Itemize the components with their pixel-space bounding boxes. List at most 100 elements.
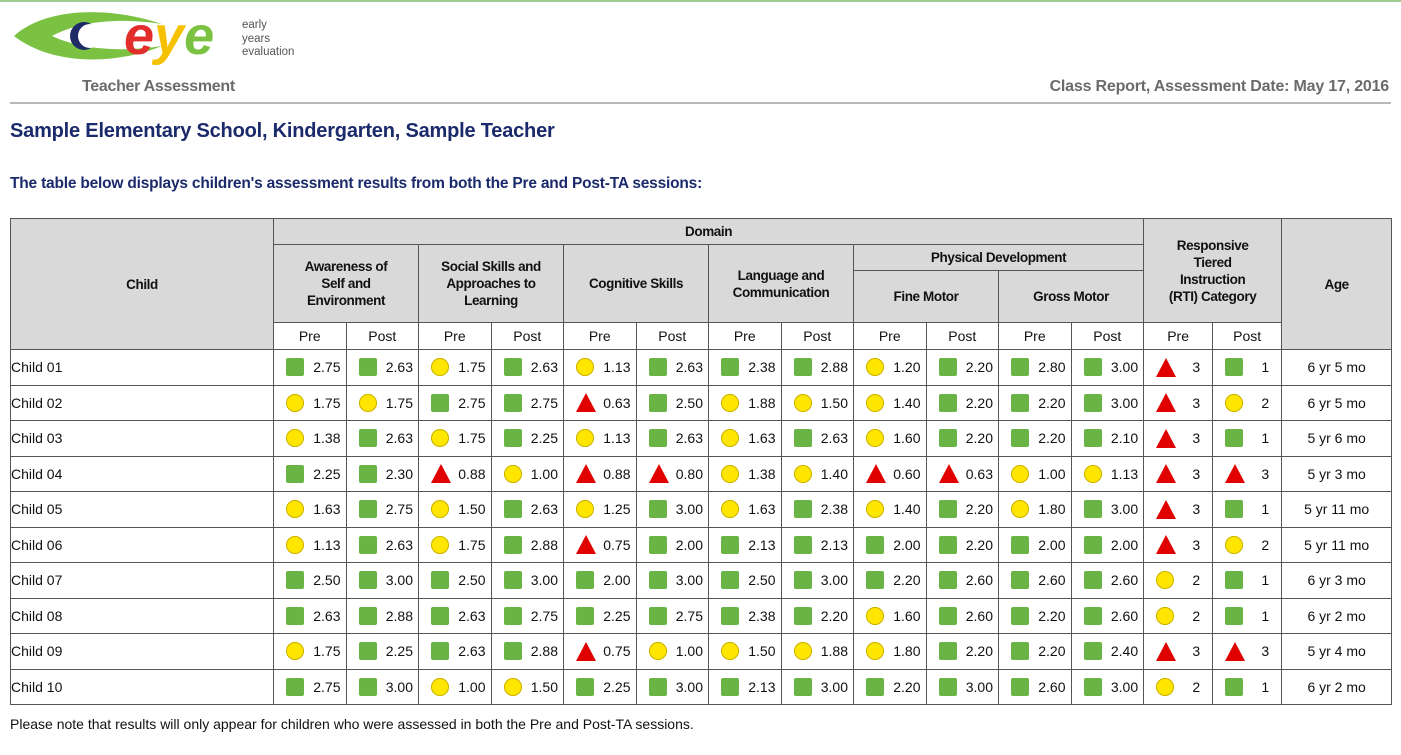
square-indicator-icon xyxy=(286,677,304,696)
square-indicator-icon xyxy=(1083,358,1102,377)
triangle-indicator-icon xyxy=(576,393,596,413)
score-value: 2.50 xyxy=(748,572,776,589)
triangle-indicator-icon xyxy=(1156,357,1177,377)
score-cell: 2.60 xyxy=(998,562,1072,599)
square-indicator-icon xyxy=(1225,358,1244,377)
table-row: Child 01 2.75 2.63 1.75 2.63 1.13 2.63 2.38 2.88… xyxy=(10,349,1393,386)
square-indicator-icon xyxy=(1083,642,1102,661)
score-cell: 2.20 xyxy=(780,597,854,634)
circle-indicator-icon xyxy=(286,393,304,412)
score-value: 3.00 xyxy=(965,678,993,695)
score-cell: 1.80 xyxy=(998,491,1072,528)
score-value: 2.20 xyxy=(965,536,993,553)
circle-indicator-icon xyxy=(866,606,884,625)
score-value: 3.00 xyxy=(675,572,703,589)
circle-indicator-icon xyxy=(721,500,739,519)
score-value: 0.88 xyxy=(458,465,486,482)
square-indicator-icon xyxy=(721,677,739,696)
score-cell: 2.20 xyxy=(925,420,999,457)
score-cell: 2.20 xyxy=(925,491,999,528)
score-cell: 2.60 xyxy=(925,597,999,634)
page-title: Sample Elementary School, Kindergarten, … xyxy=(10,120,555,142)
square-indicator-icon xyxy=(793,677,812,696)
score-cell: 2.38 xyxy=(708,597,782,634)
square-indicator-icon xyxy=(648,535,667,554)
score-cell: 1.38 xyxy=(708,455,782,492)
score-cell: 2.60 xyxy=(1070,597,1145,634)
logo-tagline-line: early xyxy=(242,19,267,31)
score-value: 2.63 xyxy=(675,430,703,447)
pre-column-header: Pre xyxy=(998,322,1072,350)
score-value: 1.80 xyxy=(1038,501,1066,518)
square-indicator-icon xyxy=(358,571,377,590)
table-row: Child 08 2.63 2.88 2.63 2.75 2.25 2.75 2.38 2.20… xyxy=(10,597,1393,634)
child-name-cell: Child 08 xyxy=(10,597,274,634)
circle-indicator-icon xyxy=(576,500,594,519)
score-value: 2.75 xyxy=(675,607,703,624)
rti-cell: 1 xyxy=(1212,562,1283,599)
circle-indicator-icon xyxy=(503,677,522,696)
score-value: 2.20 xyxy=(965,359,993,376)
pre-column-header: Pre xyxy=(418,322,492,350)
score-value: 1.50 xyxy=(820,394,848,411)
rti-cell: 3 xyxy=(1212,633,1283,670)
square-indicator-icon xyxy=(721,358,739,377)
score-value: 1.00 xyxy=(530,465,558,482)
score-cell: 2.20 xyxy=(998,420,1072,457)
score-cell: 2.25 xyxy=(490,420,564,457)
score-value: 2.75 xyxy=(458,394,486,411)
score-cell: 1.40 xyxy=(780,455,854,492)
score-cell: 1.75 xyxy=(345,384,419,421)
score-value: 2.20 xyxy=(1038,394,1066,411)
square-indicator-icon xyxy=(648,358,667,377)
square-indicator-icon xyxy=(576,606,594,625)
score-value: 2.75 xyxy=(530,394,558,411)
score-cell: 3.00 xyxy=(1070,491,1145,528)
score-value: 2.50 xyxy=(313,572,341,589)
score-value: 1.00 xyxy=(1038,465,1066,482)
score-cell: 2.20 xyxy=(853,562,927,599)
pre-column-header: Pre xyxy=(853,322,927,350)
score-value: 2.60 xyxy=(965,572,993,589)
square-indicator-icon xyxy=(1225,606,1244,625)
square-indicator-icon xyxy=(1083,393,1102,412)
score-cell: 2.75 xyxy=(635,597,709,634)
circle-indicator-icon xyxy=(793,464,812,483)
score-cell: 1.50 xyxy=(490,668,564,705)
rti-cell: 3 xyxy=(1143,633,1214,670)
score-cell: 1.75 xyxy=(418,349,492,386)
age-cell: 6 yr 2 mo xyxy=(1281,597,1393,634)
domain-header-language: Language and Communication xyxy=(708,244,854,323)
square-indicator-icon xyxy=(358,429,377,448)
square-indicator-icon xyxy=(358,464,377,483)
score-cell: 3.00 xyxy=(345,562,419,599)
square-indicator-icon xyxy=(793,571,812,590)
score-cell: 2.50 xyxy=(273,562,347,599)
square-indicator-icon xyxy=(648,677,667,696)
score-value: 3.00 xyxy=(675,678,703,695)
score-cell: 1.60 xyxy=(853,597,927,634)
rti-cell: 1 xyxy=(1212,349,1283,386)
score-value: 3.00 xyxy=(1110,394,1139,411)
score-cell: 2.75 xyxy=(490,597,564,634)
square-indicator-icon xyxy=(1011,429,1029,448)
score-cell: 1.00 xyxy=(490,455,564,492)
triangle-indicator-icon xyxy=(866,464,886,484)
square-indicator-icon xyxy=(286,464,304,483)
score-value: 1.75 xyxy=(458,536,486,553)
score-value: 1.00 xyxy=(675,643,703,660)
score-value: 3.00 xyxy=(1110,501,1139,518)
rti-value: 3 xyxy=(1192,536,1201,553)
header-divider xyxy=(10,102,1391,104)
age-cell: 6 yr 5 mo xyxy=(1281,384,1393,421)
score-cell: 1.75 xyxy=(418,420,492,457)
score-value: 2.00 xyxy=(675,536,703,553)
triangle-indicator-icon xyxy=(1156,499,1177,519)
score-cell: 2.63 xyxy=(418,597,492,634)
score-cell: 0.75 xyxy=(563,633,637,670)
rti-value: 3 xyxy=(1192,501,1201,518)
square-indicator-icon xyxy=(793,429,812,448)
rti-value: 1 xyxy=(1261,501,1270,518)
score-cell: 1.75 xyxy=(273,384,347,421)
score-value: 3.00 xyxy=(820,572,848,589)
